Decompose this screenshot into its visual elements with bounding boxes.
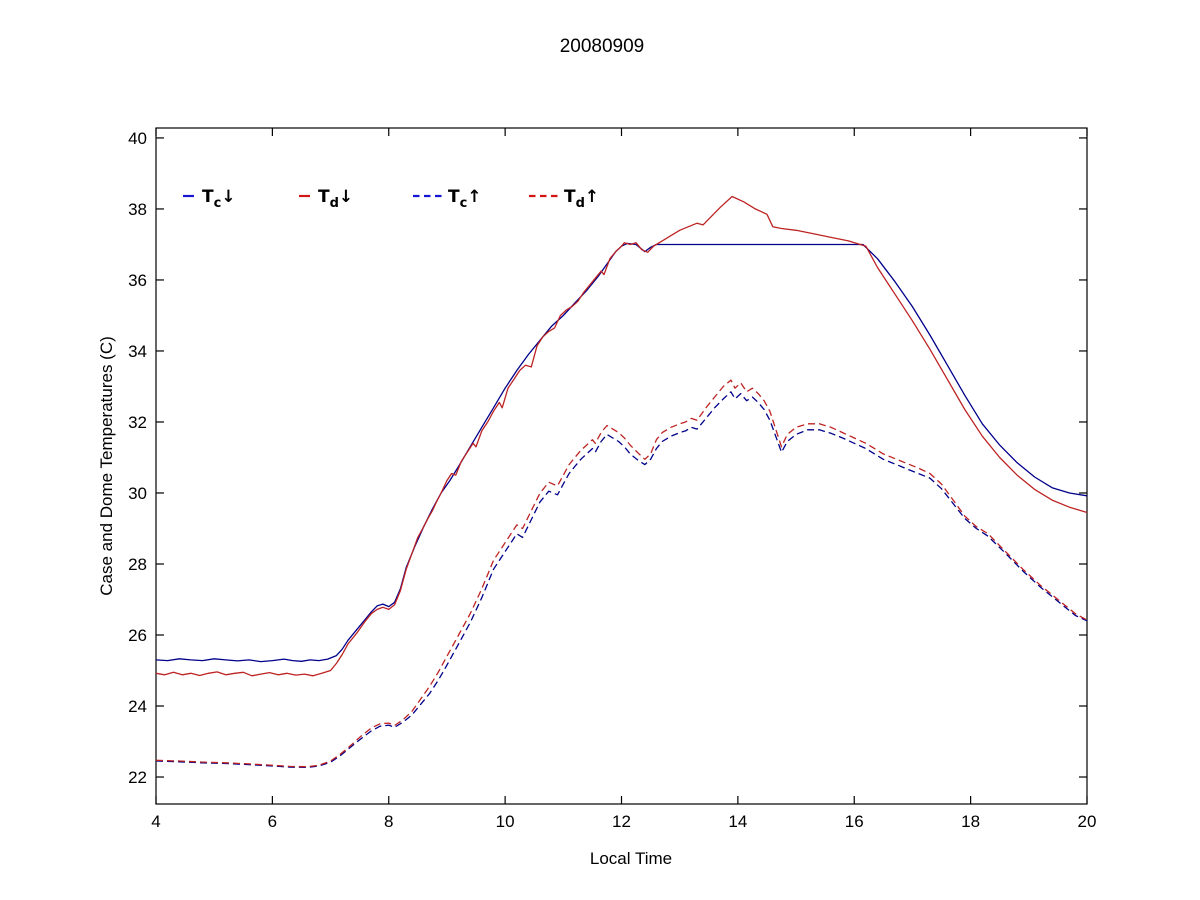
x-tick-label: 18 bbox=[961, 812, 980, 831]
series-Tc_up bbox=[155, 391, 1088, 769]
y-tick-label: 32 bbox=[128, 413, 147, 432]
y-tick-label: 34 bbox=[128, 342, 147, 361]
y-tick-label: 26 bbox=[128, 626, 147, 645]
x-tick-label: 14 bbox=[728, 812, 747, 831]
y-tick-label: 38 bbox=[128, 200, 147, 219]
x-tick-label: 12 bbox=[612, 812, 631, 831]
x-tick-label: 8 bbox=[384, 812, 393, 831]
legend-entry-2: Td↓ bbox=[318, 187, 353, 211]
x-axis-label: Local Time bbox=[590, 849, 672, 868]
series-Td_up bbox=[155, 379, 1088, 768]
series-Td_down bbox=[155, 195, 1088, 677]
x-tick-label: 10 bbox=[496, 812, 515, 831]
chart-title: 20080909 bbox=[560, 36, 645, 57]
x-tick-label: 6 bbox=[268, 812, 277, 831]
y-tick-label: 24 bbox=[128, 697, 147, 716]
y-tick-label: 40 bbox=[128, 129, 147, 148]
x-tick-label: 20 bbox=[1078, 812, 1097, 831]
x-tick-label: 4 bbox=[151, 812, 160, 831]
axes-box bbox=[155, 127, 1088, 805]
y-axis-label: Case and Dome Temperatures (C) bbox=[97, 336, 116, 596]
legend-entry-1: Tc↓ bbox=[202, 187, 236, 211]
plot-area: 4 6 8 10 12 14 16 18 20 22 24 26 28 30 32 34 36 38 40 Tc↓ Td… bbox=[128, 127, 1097, 831]
y-tick-label: 28 bbox=[128, 555, 147, 574]
y-tick-label: 36 bbox=[128, 271, 147, 290]
x-tick-label: 16 bbox=[845, 812, 864, 831]
series-Tc_down bbox=[155, 242, 1088, 663]
y-tick-label: 22 bbox=[128, 768, 147, 787]
legend-entry-4: Td↑ bbox=[564, 187, 599, 211]
legend-entry-3: Tc↑ bbox=[448, 187, 482, 211]
y-tick-label: 30 bbox=[128, 484, 147, 503]
